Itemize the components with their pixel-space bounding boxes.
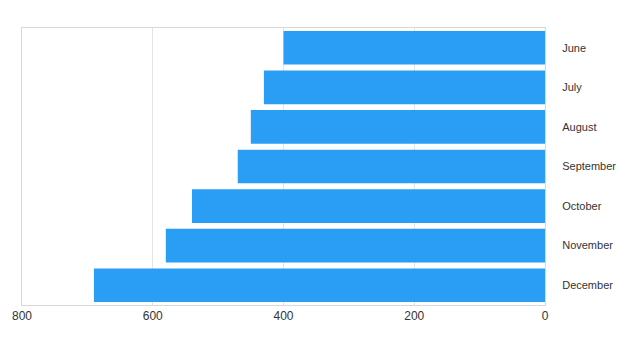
svg-text:October: October (562, 200, 601, 212)
svg-text:600: 600 (143, 309, 163, 323)
svg-text:November: November (562, 239, 613, 251)
svg-text:December: December (562, 279, 613, 291)
svg-text:200: 200 (404, 309, 424, 323)
svg-text:400: 400 (273, 309, 293, 323)
svg-text:September: September (562, 160, 616, 172)
svg-text:0: 0 (542, 309, 549, 323)
svg-text:800: 800 (12, 309, 32, 323)
svg-text:June: June (562, 42, 586, 54)
svg-text:July: July (562, 81, 582, 93)
svg-text:August: August (562, 121, 596, 133)
